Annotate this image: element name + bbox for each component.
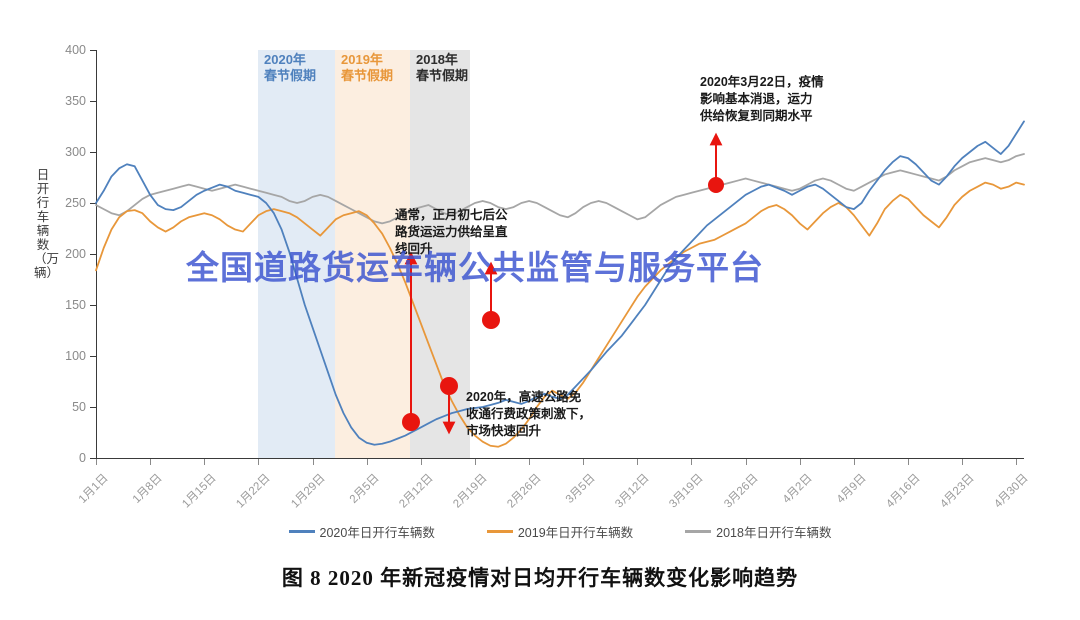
y-tick [90,203,97,204]
y-tick-label: 200 [65,247,86,261]
y-tick [90,152,97,153]
y-tick-label: 400 [65,43,86,57]
x-tick-label: 1月15日 [180,472,219,511]
x-tick [204,459,206,465]
x-tick-label: 4月30日 [992,472,1031,511]
y-tick-label: 100 [65,349,86,363]
annotation-recovery: 2020年3月22日，疫情 影响基本消退，运力 供给恢复到同期水平 [700,75,824,123]
x-tick-label: 3月19日 [667,472,707,511]
legend-swatch-icon [685,530,712,533]
x-tick [962,459,964,465]
figure-caption: 图 8 2020 年新冠疫情对日均开行车辆数变化影响趋势 [281,566,799,590]
x-tick-label: 2月26日 [505,472,544,511]
x-tick [529,459,531,465]
x-tick [366,459,368,465]
y-tick [90,407,97,408]
y-tick [90,101,97,102]
legend-swatch-icon [486,530,513,533]
x-tick-label: 4月9日 [834,472,869,506]
x-tick-label: 4月23日 [938,472,977,511]
x-tick-label: 2月19日 [451,472,490,511]
legend-label: 2020年日开行车辆数 [319,526,435,540]
band-label-2020-spring-festival: 2020年 春节假期 [264,52,317,83]
x-tick [312,459,314,465]
x-axis-line [96,458,1024,459]
y-tick [90,254,97,255]
band-label-2018-spring-festival: 2018年 春节假期 [416,52,469,83]
y-tick-label: 50 [72,400,86,414]
series-line-2018年日开行车辆数 [95,153,1025,225]
x-tick-label: 4月2日 [780,472,815,506]
x-tick [96,459,97,465]
x-tick-label: 3月12日 [613,472,652,511]
x-tick-label: 1月8日 [130,472,165,506]
x-tick [583,459,585,465]
legend-item-1[interactable]: 2019年日开行车辆数 [486,522,634,541]
y-tick-label: 150 [65,298,86,312]
y-tick [90,50,97,51]
y-tick [90,356,97,357]
x-tick [150,459,152,465]
x-tick-label: 3月5日 [563,472,598,506]
x-tick [799,459,801,465]
x-tick-label: 2月5日 [347,472,382,506]
x-tick [691,459,693,465]
y-tick [90,305,97,306]
annotation-dot [482,311,500,329]
y-tick-label: 300 [65,145,86,159]
annotation-toll-free-policy: 2020年，高速公路免 收通行费政策刺激下， 市场快速回升 [466,390,592,438]
y-tick-label: 350 [65,94,86,108]
legend-item-2[interactable]: 2018年日开行车辆数 [685,522,831,541]
band-label-2019-spring-festival: 2019年 春节假期 [341,52,394,83]
watermark: 全国道路货运车辆公共监管与服务平台 [186,249,764,286]
x-tick [637,459,639,465]
x-tick [420,459,422,465]
x-tick-label: 1月1日 [76,472,111,506]
legend-label: 2018年日开行车辆数 [716,526,832,540]
x-tick [853,459,855,465]
x-tick-label: 4月16日 [884,472,923,511]
legend-swatch-icon [288,530,315,533]
legend-item-0[interactable]: 2020年日开行车辆数 [288,522,435,541]
y-tick-label: 250 [65,196,86,210]
x-tick [1016,459,1018,465]
y-axis-tick-labels: 0 50 100 150 200 250 300 350 400 [40,43,86,465]
x-tick [258,459,260,465]
y-tick [90,458,97,459]
x-tick-label: 1月22日 [234,472,273,511]
x-tick [474,459,476,465]
x-tick [908,459,909,465]
x-tick [745,459,747,465]
annotation-dot [708,177,724,193]
x-tick-label: 1月29日 [288,472,328,511]
x-tick-label: 2月12日 [397,472,436,511]
y-tick-label: 0 [79,451,86,465]
chart-legend: 2020年日开行车辆数 2019年日开行车辆数 2018年日开行车辆数 [96,522,1024,541]
annotation-normal-rebound: 通常，正月初七后公 路货运运力供给呈直 线回升 [395,208,508,256]
legend-label: 2019年日开行车辆数 [517,526,634,540]
x-tick-label: 3月26日 [721,472,761,511]
